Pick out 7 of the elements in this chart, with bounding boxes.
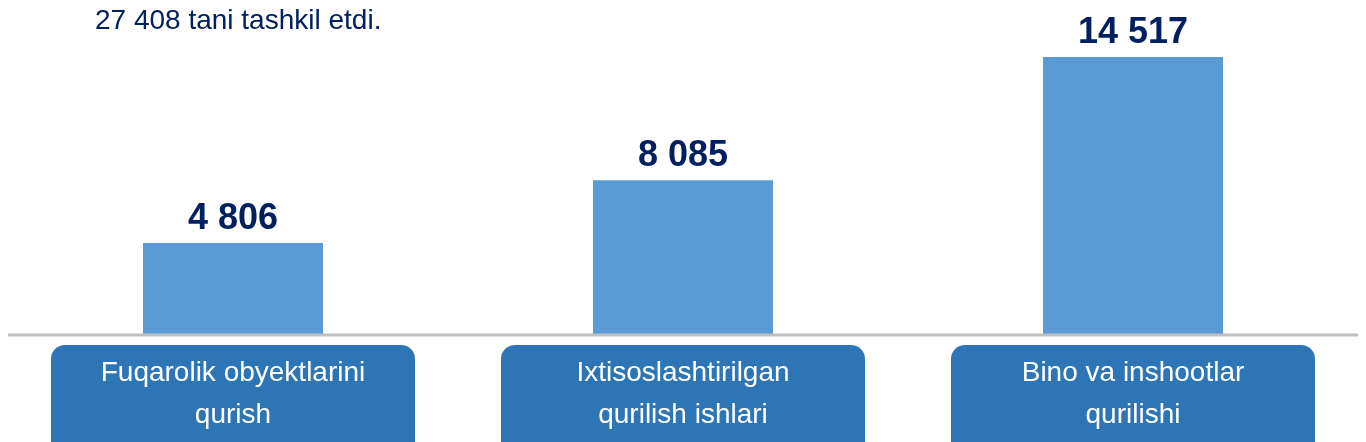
data-label: 4 806 — [187, 195, 279, 237]
x-tick-label: Ixtisoslashtirilgan qurilish ishlari — [576, 356, 790, 429]
text: 27 408 tani tashkil etdi. — [95, 4, 382, 36]
x-tick-label: Bino va inshootlar qurilishi — [1021, 356, 1245, 429]
data-label: 8 085 — [637, 133, 729, 175]
x-tick-label: Fuqarolik obyektlarini qurish — [100, 356, 366, 429]
data-label: 14 517 — [1077, 10, 1189, 51]
